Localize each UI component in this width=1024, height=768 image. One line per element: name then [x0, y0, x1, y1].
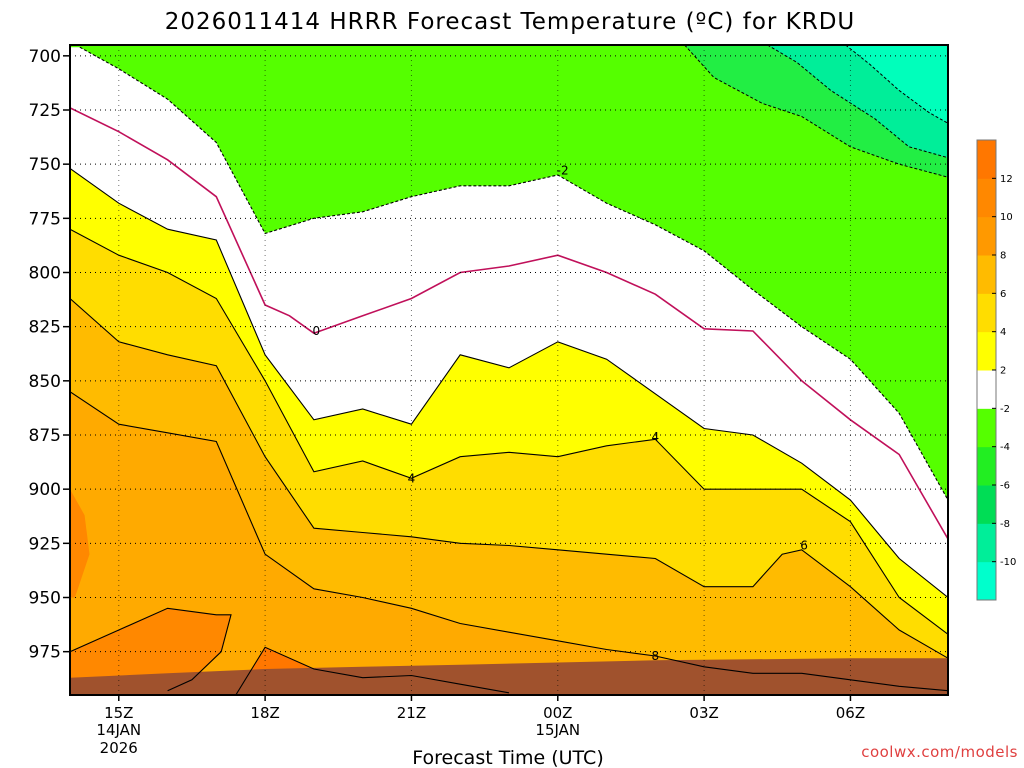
colorbar: -10 -8 -6 -4 -2 2 4 6 8 10 12 [976, 139, 1016, 601]
contour-line-6 [70, 607, 232, 692]
contour-label-2: 4 [408, 471, 416, 485]
colorbar-label-8: 8 [1000, 251, 1006, 262]
x-tick-label-2: 21Z [397, 704, 426, 722]
y-tick-label-6: 850 [29, 372, 61, 392]
ground-terrain [70, 658, 948, 695]
contour-label-5: 8 [652, 649, 660, 663]
fill-band-below-neg2 [70, 45, 948, 500]
y-tick-label-7: 875 [29, 426, 61, 446]
y-tick-label-10: 950 [29, 589, 61, 609]
x-tick-year-0: 2026 [100, 739, 138, 757]
colorbar-label-5: 2 [1000, 366, 1006, 377]
x-tick-date-0: 14JAN [96, 721, 141, 739]
contour-line-5 [70, 391, 948, 692]
cold-contour-line-0 [684, 45, 948, 178]
contour-line-1 [79, 46, 948, 501]
contour-label-4: 6 [800, 539, 808, 553]
contour-label-3: 4 [652, 430, 660, 444]
plot-frame [69, 44, 949, 696]
y-tick-label-4: 800 [29, 264, 61, 284]
contour-label-1: 0 [313, 324, 321, 338]
x-tick-label-5: 06Z [836, 704, 865, 722]
y-tick-label-1: 725 [29, 101, 61, 121]
y-tick-label-11: 975 [29, 643, 61, 663]
colorbar-swatch-1 [977, 523, 996, 563]
colorbar-swatch-10 [977, 178, 996, 218]
x-axis-label: Forecast Time (UTC) [412, 747, 603, 768]
contour-line-2 [70, 168, 948, 598]
colorbar-label-4: -2 [1000, 404, 1010, 415]
colorbar-swatch-2 [977, 485, 996, 524]
chart-title: 2026011414 HRRR Forecast Temperature (ºC… [165, 9, 856, 35]
x-tick-label-0: 15Z [104, 704, 133, 722]
colorbar-swatch-11 [977, 140, 996, 179]
colorbar-swatch-4 [977, 408, 996, 448]
colorbar-swatch-7 [977, 293, 996, 333]
x-tick-date-3: 15JAN [535, 721, 580, 739]
colorbar-label-3: -4 [1000, 442, 1010, 453]
contour-lines [70, 45, 948, 695]
x-tick-label-1: 18Z [250, 704, 279, 722]
y-axis: 700 725 750 775 800 825 850 875 900 925 950 975 [29, 47, 70, 663]
colorbar-swatch-9 [977, 216, 996, 256]
fill-band-8to10 [70, 391, 948, 695]
contour-label-0: -2 [557, 164, 569, 178]
contour-line-0 [70, 107, 948, 540]
y-tick-label-2: 750 [29, 155, 61, 175]
y-tick-label-8: 900 [29, 480, 61, 500]
colorbar-swatch-8 [977, 255, 996, 294]
colorbar-swatch-3 [977, 446, 996, 486]
contour-line-7 [235, 646, 510, 695]
colorbar-label-0: -10 [1000, 557, 1016, 568]
y-tick-label-3: 775 [29, 209, 61, 229]
y-tick-label-5: 825 [29, 318, 61, 338]
colorbar-swatch-6 [977, 331, 996, 371]
y-tick-label-9: 925 [29, 534, 61, 554]
fill-band-10plus-edge [70, 489, 90, 598]
x-tick-label-3: 00Z [543, 704, 572, 722]
credit-link[interactable]: coolwx.com/models [861, 743, 1018, 761]
plot-fill-layer [70, 45, 948, 695]
grid-lines [70, 45, 948, 695]
colorbar-label-10: 12 [1000, 174, 1013, 185]
fill-band-below-neg10 [845, 45, 948, 124]
colorbar-label-9: 10 [1000, 212, 1013, 223]
y-tick-label-0: 700 [29, 47, 61, 67]
cold-contour-line-1 [767, 45, 948, 159]
colorbar-swatch-5 [977, 370, 996, 409]
colorbar-label-2: -6 [1000, 481, 1010, 492]
cold-contour-line-2 [845, 45, 948, 124]
colorbar-label-1: -8 [1000, 519, 1010, 530]
contour-labels: -2 0 4 4 6 8 [313, 164, 808, 663]
colorbar-label-7: 6 [1000, 289, 1006, 300]
x-tick-label-4: 03Z [689, 704, 718, 722]
contour-line-3 [70, 228, 948, 635]
colorbar-swatch-0 [977, 561, 996, 601]
contour-line-4 [70, 298, 948, 659]
colorbar-label-6: 4 [1000, 327, 1006, 338]
